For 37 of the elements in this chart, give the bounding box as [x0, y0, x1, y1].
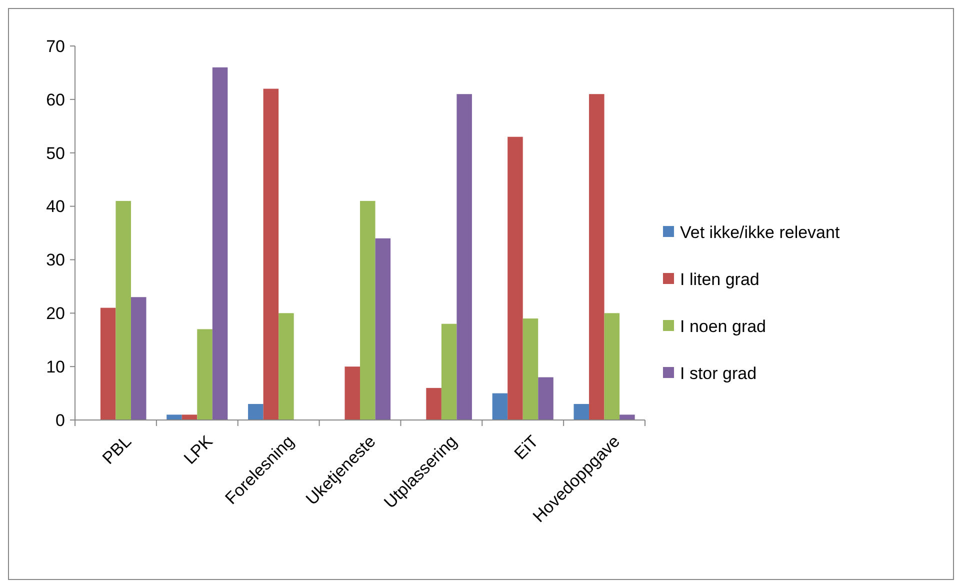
- bar: [278, 313, 294, 420]
- bar: [574, 404, 590, 420]
- legend-label: Vet ikke/ikke relevant: [680, 222, 840, 242]
- bar: [130, 297, 146, 420]
- legend-label: I noen grad: [680, 316, 766, 336]
- legend-label: I liten grad: [680, 270, 760, 289]
- y-tick-label: 40: [46, 197, 65, 216]
- bar: [248, 404, 264, 420]
- bar: [620, 414, 635, 420]
- bar: [492, 393, 508, 420]
- y-tick-label: 30: [46, 250, 65, 270]
- bar: [263, 88, 279, 420]
- bar: [182, 414, 198, 420]
- bar: [441, 324, 457, 420]
- bar: [360, 200, 376, 420]
- bar: [538, 377, 554, 420]
- bar: [426, 388, 442, 420]
- y-tick-label: 70: [46, 36, 65, 56]
- bar: [344, 366, 360, 420]
- bar: [589, 94, 604, 420]
- y-tick-label: 50: [46, 144, 65, 163]
- bar: [212, 67, 228, 420]
- bar: [116, 200, 131, 420]
- bar: [456, 94, 472, 420]
- bar: [604, 313, 620, 420]
- legend-label: I stor grad: [680, 364, 757, 383]
- y-tick-label: 60: [46, 90, 65, 110]
- x-tick-label: PBL: [98, 432, 135, 468]
- bar: [166, 414, 182, 420]
- bar: [375, 238, 391, 420]
- bar: [508, 136, 523, 420]
- y-tick-label: 20: [46, 304, 65, 324]
- bar: [522, 318, 538, 420]
- bar: [197, 329, 212, 420]
- y-tick-label: 10: [46, 358, 65, 377]
- bar: [100, 308, 116, 420]
- y-tick-label: 0: [56, 410, 65, 430]
